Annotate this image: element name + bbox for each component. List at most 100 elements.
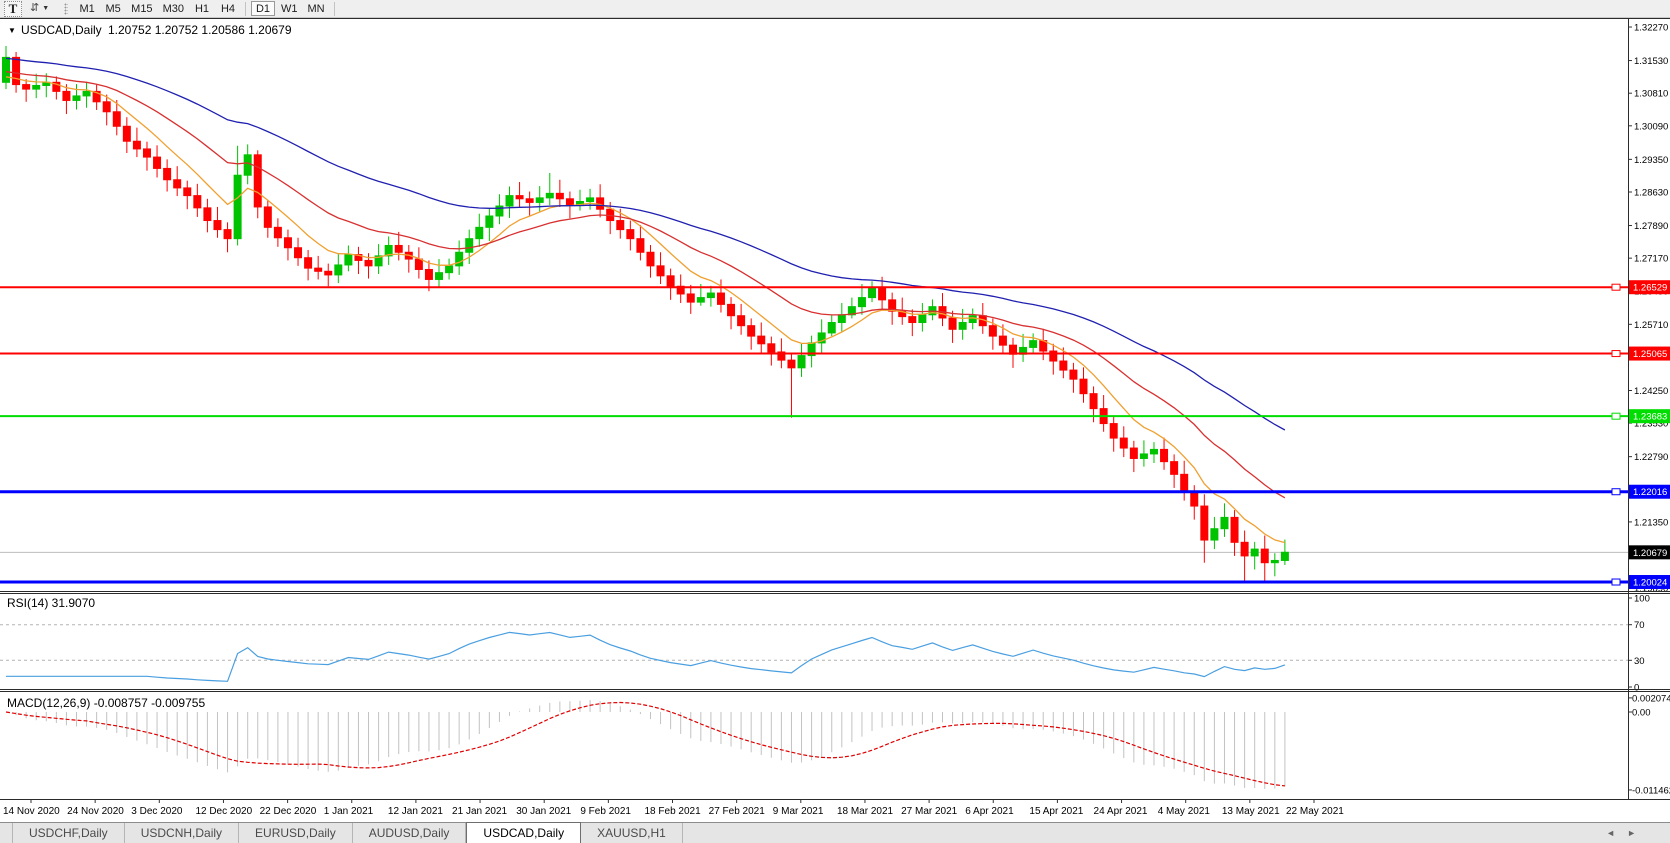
candle	[32, 73, 41, 99]
candle	[394, 231, 403, 261]
rsi-line	[6, 631, 1286, 682]
timeframe-button-D1[interactable]: D1	[250, 1, 275, 16]
candle	[868, 281, 877, 303]
candle	[727, 297, 736, 330]
price-tick-label: 1.24250	[1634, 386, 1668, 397]
timeframe-button-H4[interactable]: H4	[216, 1, 240, 16]
tab-scroll-right-button[interactable]: ►	[1627, 828, 1636, 838]
horizontal-line-1.20024[interactable]: 1.20024	[0, 575, 1670, 590]
text-tool-button[interactable]: T	[4, 0, 22, 17]
candle	[1250, 541, 1259, 570]
line-handle[interactable]	[1611, 578, 1621, 586]
collapse-triangle-icon[interactable]: ▼	[8, 26, 16, 35]
candle	[1280, 539, 1289, 565]
candle	[1119, 426, 1128, 458]
candle	[1170, 454, 1179, 488]
line-handle[interactable]	[1611, 350, 1621, 358]
horizontal-line-1.22016[interactable]: 1.22016	[0, 484, 1670, 499]
date-label: 24 Nov 2020	[67, 806, 124, 817]
date-label: 30 Jan 2021	[516, 806, 571, 817]
candle	[626, 220, 635, 251]
candle	[132, 127, 141, 158]
candle	[163, 159, 172, 192]
candle	[112, 99, 121, 136]
horizontal-line-1.25065[interactable]: 1.25065	[0, 346, 1670, 361]
price-tick-label: 1.28630	[1634, 187, 1668, 198]
line-price-label-text: 1.22016	[1633, 487, 1667, 498]
tab-scroll-left-button[interactable]: ◄	[1606, 828, 1616, 838]
timeframe-button-M1[interactable]: M1	[75, 1, 99, 16]
candle	[1129, 440, 1138, 473]
candle	[253, 150, 262, 219]
tab-xauusd-h1[interactable]: XAUUSD,H1	[581, 823, 683, 843]
candle	[304, 249, 313, 281]
candle	[1200, 494, 1209, 563]
line-handle[interactable]	[1611, 488, 1621, 496]
candle	[374, 244, 383, 275]
tab-usdchf-daily[interactable]: USDCHF,Daily	[12, 823, 125, 843]
candle	[495, 194, 504, 225]
date-label: 24 Apr 2021	[1094, 806, 1148, 817]
horizontal-line-1.26529[interactable]: 1.26529	[0, 280, 1670, 295]
timeframe-button-W1[interactable]: W1	[277, 1, 302, 16]
time-axis[interactable]	[0, 800, 1628, 822]
candle	[455, 240, 464, 275]
date-label: 4 May 2021	[1158, 806, 1211, 817]
candle	[1240, 530, 1249, 583]
timeframe-button-H1[interactable]: H1	[190, 1, 214, 16]
candle	[92, 84, 101, 110]
candle	[525, 191, 534, 217]
candle	[555, 179, 564, 207]
candle	[424, 260, 433, 292]
candle	[716, 279, 725, 313]
date-label: 18 Feb 2021	[645, 806, 702, 817]
horizontal-line-1.23683[interactable]: 1.23683	[0, 409, 1670, 424]
candle	[485, 208, 494, 241]
line-handle[interactable]	[1611, 283, 1621, 291]
timeframe-button-MN[interactable]: MN	[303, 1, 328, 16]
tab-usdcnh-daily[interactable]: USDCNH,Daily	[125, 823, 240, 843]
chart-plot-area[interactable]	[0, 18, 1628, 800]
candle	[998, 324, 1007, 355]
candle	[52, 76, 61, 100]
date-label: 12 Dec 2020	[195, 806, 252, 817]
date-label: 22 Dec 2020	[260, 806, 317, 817]
toolbar-grip[interactable]	[64, 2, 69, 15]
price-axis[interactable]	[1629, 18, 1670, 800]
date-label: 13 May 2021	[1222, 806, 1280, 817]
candle	[857, 283, 866, 315]
timeframe-button-M5[interactable]: M5	[101, 1, 125, 16]
date-label: 21 Jan 2021	[452, 806, 507, 817]
candle	[22, 79, 31, 102]
candle	[465, 229, 474, 265]
rsi-label: RSI(14) 31.9070	[7, 596, 95, 610]
line-handle[interactable]	[1611, 412, 1621, 420]
candle	[616, 208, 625, 239]
timeframe-button-M30[interactable]: M30	[159, 1, 188, 16]
candle	[294, 237, 303, 266]
tab-usdcad-daily[interactable]: USDCAD,Daily	[466, 822, 582, 843]
candle	[747, 318, 756, 350]
line-price-label	[1629, 409, 1670, 424]
price-tick-label: 1.30090	[1634, 121, 1668, 132]
candle	[968, 308, 977, 330]
line-price-label-text: 1.23683	[1633, 412, 1667, 423]
candle	[1260, 535, 1269, 581]
candle	[767, 336, 776, 366]
sort-arrows-icon: ⇵	[30, 2, 40, 14]
price-tick-label: 1.22790	[1634, 452, 1668, 463]
timeframe-button-M15[interactable]: M15	[127, 1, 156, 16]
chart-canvas[interactable]: 1.32270 1.31530 1.30810 1.30090 1.29350 1.286…	[0, 18, 1670, 822]
chart-modes-button[interactable]: ⇵ ▼	[24, 1, 55, 17]
candle	[1049, 343, 1058, 375]
candle	[1210, 516, 1219, 550]
candle	[193, 183, 202, 217]
toolbar: T ⇵ ▼ M1 M5 M15 M30 H1 H4 D1 W1 MN	[0, 0, 1670, 18]
line-price-label-text: 1.25065	[1633, 349, 1667, 360]
tab-eurusd-daily[interactable]: EURUSD,Daily	[239, 823, 353, 843]
candle	[636, 225, 645, 261]
candle	[72, 84, 81, 110]
tab-audusd-daily[interactable]: AUDUSD,Daily	[353, 823, 467, 843]
macd-axis-label: 0.00	[1632, 708, 1651, 719]
